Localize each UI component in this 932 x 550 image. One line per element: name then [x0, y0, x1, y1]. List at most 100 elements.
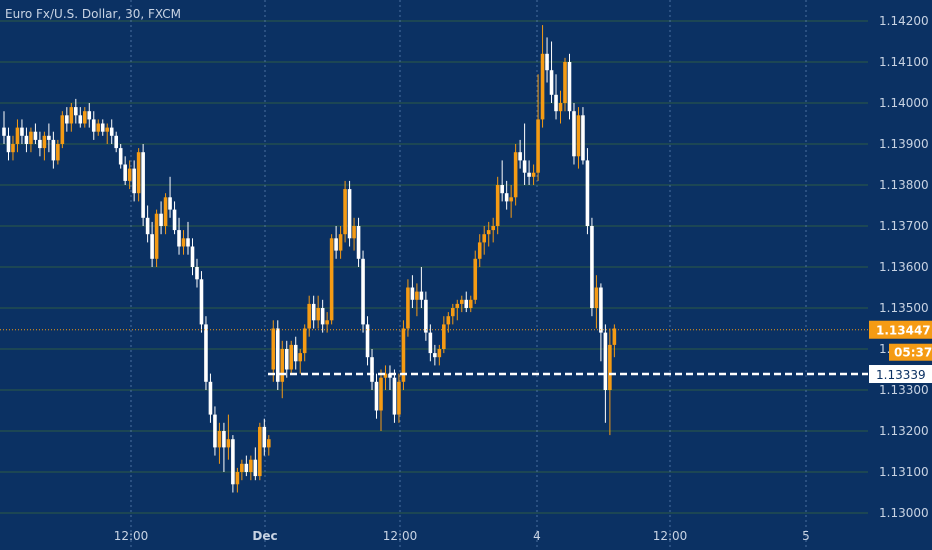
candle-up — [531, 164, 536, 185]
candle-down — [590, 217, 594, 317]
candle-up — [163, 193, 168, 235]
candle-body — [96, 123, 101, 132]
candle-body — [491, 226, 495, 231]
candle-body — [114, 135, 118, 149]
candle-down — [500, 160, 504, 202]
candle-down — [172, 201, 177, 235]
candle-body — [240, 463, 244, 472]
candle-body — [365, 324, 370, 358]
candle-body — [424, 299, 428, 333]
candle-down — [74, 98, 78, 124]
candle-up — [154, 209, 159, 267]
candle-body — [325, 320, 329, 325]
candle-up — [451, 303, 455, 325]
candle-up — [11, 135, 15, 161]
price-tick-label: 1.13800 — [879, 178, 929, 192]
candle-down — [150, 221, 154, 267]
candle-body — [150, 234, 154, 259]
candle-body — [437, 349, 442, 358]
candle-body — [204, 324, 208, 382]
candle-body — [136, 152, 141, 194]
price-tick-label: 1.14000 — [879, 96, 929, 110]
time-axis[interactable]: 12:00 Dec 12:00 4 12:00 5 — [114, 529, 810, 543]
candle-down — [100, 119, 105, 136]
candle-down — [168, 176, 172, 218]
candle-up — [82, 107, 87, 128]
candle-up — [226, 414, 231, 460]
candle-up — [558, 90, 563, 124]
candle-body — [190, 246, 195, 267]
candle-body — [320, 308, 325, 325]
candle-body — [302, 328, 307, 354]
countdown-tag — [889, 343, 932, 361]
candle-body — [213, 414, 217, 448]
candle-down — [118, 144, 123, 169]
candle-down — [527, 160, 531, 185]
candle-body — [599, 287, 603, 333]
candle-body — [419, 291, 424, 300]
candle-up — [383, 365, 388, 390]
candle-down — [361, 250, 365, 333]
candle-body — [352, 226, 356, 239]
price-tick-label: 1.14200 — [879, 14, 929, 28]
candlestick-series — [2, 25, 617, 493]
candle-body — [29, 131, 33, 144]
candle-body — [536, 119, 540, 173]
candle-up — [60, 111, 65, 149]
candle-down — [293, 336, 298, 370]
candle-body — [482, 234, 487, 243]
candle-body — [590, 226, 594, 308]
candle-down — [320, 299, 325, 333]
candle-body — [379, 377, 383, 411]
candle-body — [558, 103, 563, 112]
candle-down — [549, 41, 554, 103]
candle-body — [576, 115, 581, 157]
candle-body — [132, 168, 136, 194]
candle-body — [275, 328, 280, 382]
candle-up — [563, 57, 567, 112]
candle-body — [87, 111, 92, 120]
candle-body — [172, 209, 177, 231]
candle-body — [540, 53, 545, 120]
candle-up — [594, 275, 599, 329]
candle-body — [415, 291, 419, 300]
candle-body — [442, 324, 446, 349]
price-tick-label: 1.13000 — [879, 506, 929, 520]
candle-down — [464, 291, 469, 313]
time-tick-label: Dec — [252, 529, 277, 543]
candle-body — [244, 463, 249, 472]
candle-body — [186, 238, 190, 247]
candle-up — [437, 344, 442, 366]
candle-down — [392, 369, 397, 423]
candle-up — [69, 103, 74, 132]
candle-up — [15, 119, 20, 153]
price-axis[interactable]: 1.14200 1.14100 1.14000 1.13900 1.13800 1.137… — [869, 14, 932, 520]
time-tick-label: 12:00 — [383, 529, 418, 543]
candle-body — [293, 344, 298, 362]
reference-price-tag — [869, 365, 932, 384]
candle-up — [325, 312, 329, 333]
candle-down — [231, 435, 235, 493]
candle-up — [96, 119, 101, 136]
candle-body — [316, 308, 320, 321]
price-tick-label: 1.13700 — [879, 219, 929, 233]
candle-body — [105, 127, 110, 132]
candle-up — [509, 185, 513, 218]
candle-up — [338, 226, 343, 259]
candle-down — [159, 201, 163, 235]
candle-down — [334, 226, 338, 259]
candle-body — [383, 373, 388, 378]
candle-down — [347, 180, 352, 247]
candle-down — [145, 205, 150, 243]
candle-body — [527, 172, 531, 177]
candle-down — [253, 447, 258, 481]
candle-down — [522, 123, 527, 185]
candle-down — [78, 107, 83, 128]
countdown-label: 05:37 — [894, 346, 932, 360]
time-tick-label: 4 — [533, 529, 541, 543]
candle-up — [495, 176, 500, 235]
candle-down — [518, 139, 522, 169]
candle-body — [154, 213, 159, 259]
candle-body — [554, 94, 558, 112]
